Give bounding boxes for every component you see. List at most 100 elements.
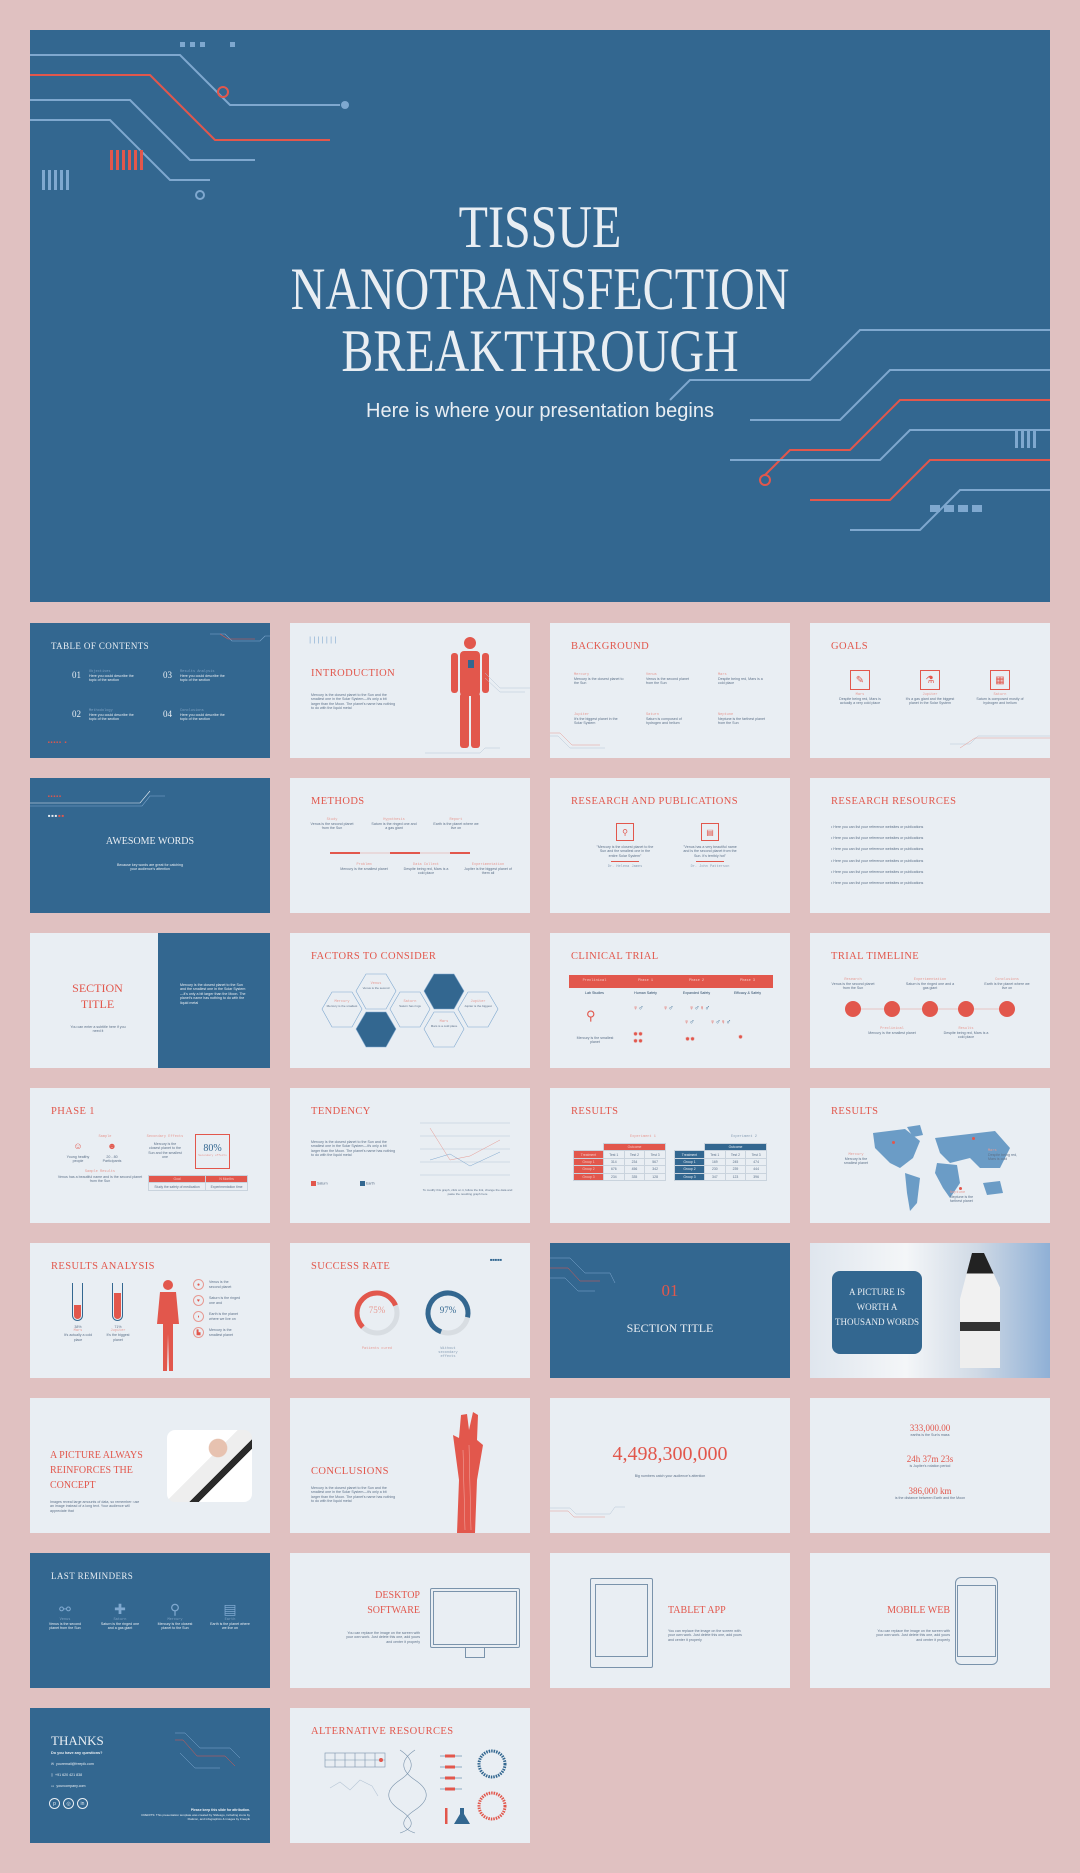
slide-introduction[interactable]: ||||||| INTRODUCTION Mercury is the clos… xyxy=(290,623,530,758)
phone-link[interactable]: ▯ +91 620 421 838 xyxy=(51,1773,83,1777)
phase-header: Preclinical Phase 1 Phase 2 Phase 3 xyxy=(569,975,773,988)
slide-trial-timeline[interactable]: TRIAL TIMELINE Research Venus is the seco… xyxy=(810,933,1050,1068)
slide-text: You can replace the image on the screen … xyxy=(876,1629,950,1642)
slide-phase-1[interactable]: PHASE 1 Sample ☺ ☻ Young healthy people … xyxy=(30,1088,270,1223)
resource-item[interactable]: • Here you can list your reference websi… xyxy=(831,847,924,852)
timeline-step: Experimentation Saturn is the ringed one … xyxy=(905,978,955,991)
method-step: Report Earth is the planet where we live … xyxy=(433,818,479,831)
document-icon: ▤ xyxy=(701,823,719,841)
goal-item: ▦ Saturn Saturn is composed mostly of hydr… xyxy=(975,670,1025,706)
experiment-2-table: Outcome Treatment Test 1 Test 2 Test 3 Grou… xyxy=(674,1142,768,1181)
squares-decoration: ■■■■■ xyxy=(490,1259,503,1263)
tablet-mockup xyxy=(590,1578,653,1668)
toc-heading: Methodology xyxy=(89,709,113,713)
slide-subtitle: You can enter a subtitle here if you nee… xyxy=(70,1025,126,1034)
slide-section-01[interactable]: 01 SECTION TITLE xyxy=(550,1243,790,1378)
timeline-nodes xyxy=(845,1001,1015,1017)
map-marker[interactable] xyxy=(892,1141,895,1144)
pinterest-icon[interactable]: p xyxy=(49,1798,60,1809)
virus-icons: ✹✹ xyxy=(685,1037,696,1043)
human-body-icon xyxy=(451,637,489,748)
slide-conclusions[interactable]: CONCLUSIONS Mercury is the closest plane… xyxy=(290,1398,530,1533)
slide-results-table[interactable]: RESULTS Experiment 1 Experiment 2 Outcom… xyxy=(550,1088,790,1223)
reminder-item: ▤ Earth Earth is the planet where we live … xyxy=(210,1601,250,1631)
reminder-item: ⚲ Mercury Mercury is the closest planet to… xyxy=(155,1601,195,1631)
goal-item: ⚗ Jupiter It's a gas giant and the biggest… xyxy=(905,670,955,706)
series-saturn xyxy=(429,1127,501,1161)
title-slide[interactable]: TISSUE NANOTRANSFECTION BREAKTHROUGH Her… xyxy=(30,30,1050,602)
map-marker[interactable] xyxy=(972,1137,975,1140)
resource-item[interactable]: • Here you can list your reference websi… xyxy=(831,836,924,841)
resource-item[interactable]: • Here you can list your reference websi… xyxy=(831,858,924,863)
slide-last-reminders[interactable]: LAST REMINDERS ⚯ Venus Venus is the second… xyxy=(30,1553,270,1688)
percent-box: 80% Secondary effects xyxy=(195,1134,230,1169)
test-tube-gauge xyxy=(112,1283,123,1321)
slide-research-publications[interactable]: RESEARCH AND PUBLICATIONS ⚲ "Mercury is t… xyxy=(550,778,790,913)
resource-item[interactable]: • Here you can list your reference websi… xyxy=(831,881,924,886)
instagram-icon[interactable]: ◎ xyxy=(63,1798,74,1809)
toc-number: 03 xyxy=(163,670,172,680)
timeline-step: Results Despite being red, Mars is a cold… xyxy=(943,1027,989,1040)
toc-item-objectives[interactable]: Objectives Here you could describe the to… xyxy=(89,670,139,683)
stat-item: 333,000.00 earths is the Sun's mass xyxy=(909,1423,951,1437)
quote-item: ▤ "Venus has a very beautiful name and is… xyxy=(680,823,740,869)
slide-goals[interactable]: GOALS ✎ Mars Despite being red, Mars is ac… xyxy=(810,623,1050,758)
slide-awesome-words[interactable]: ■■■■■ ■■■■■ AWESOME WORDS Because key wo… xyxy=(30,778,270,913)
chart-note: To modify this graph, click on it, follo… xyxy=(422,1188,513,1197)
slide-stats[interactable]: 333,000.00 earths is the Sun's mass 24h 3… xyxy=(810,1398,1050,1533)
slide-title: RESULTS xyxy=(571,1106,619,1117)
slide-alternative-resources[interactable]: ALTERNATIVE RESOURCES xyxy=(290,1708,530,1843)
background-item: Mercury Mercury is the closest planet to … xyxy=(574,673,624,686)
slide-tablet-app[interactable]: TABLET APP You can replace the image on … xyxy=(550,1553,790,1688)
method-step: Hypothesis Saturn is the ringed one and a… xyxy=(371,818,417,831)
slide-title: TRIAL TIMELINE xyxy=(831,951,920,962)
foot-icon: ▙ xyxy=(193,1327,204,1338)
slide-section-title[interactable]: SECTION TITLE You can enter a subtitle he… xyxy=(30,933,270,1068)
microscope-icon: ⚲ xyxy=(169,1601,181,1617)
organ-list: ● Venus is the second planet ♥ Saturn is t… xyxy=(193,1279,263,1338)
slide-picture-worth[interactable]: A PICTURE IS WORTH A THOUSAND WORDS xyxy=(810,1243,1050,1378)
slide-results-analysis[interactable]: RESULTS ANALYSIS 38% Mars It's actually a … xyxy=(30,1243,270,1378)
resource-item[interactable]: • Here you can list your reference websi… xyxy=(831,825,924,829)
slide-title: ALTERNATIVE RESOURCES xyxy=(311,1726,454,1737)
slide-desktop-software[interactable]: DESKTOP SOFTWARE You can replace the imag… xyxy=(290,1553,530,1688)
resource-item[interactable]: • Here you can list your reference websi… xyxy=(831,869,924,874)
email-link[interactable]: ✉ youremail@freepik.com xyxy=(51,1762,94,1766)
toc-item-methodology[interactable]: Methodology Here you could describe the t… xyxy=(89,709,139,722)
slide-text: You can replace the image on the screen … xyxy=(346,1631,420,1644)
chip-icon: ▦ xyxy=(990,670,1010,690)
linkedin-icon[interactable]: in xyxy=(77,1798,88,1809)
section-number: 01 xyxy=(661,1281,679,1300)
slide-thanks[interactable]: THANKS Do you have any questions? ✉ your… xyxy=(30,1708,270,1843)
progress-ring xyxy=(425,1290,471,1336)
factor-item: Saturn Saturn has rings xyxy=(399,1000,421,1008)
microscope-icon: ⚲ xyxy=(616,823,634,841)
toc-item-conclusions[interactable]: Conclusions Here you could describe the t… xyxy=(180,709,230,722)
sample-label: Sample xyxy=(98,1135,112,1139)
virus-icons: ✹ xyxy=(738,1035,744,1041)
slide-factors[interactable]: FACTORS TO CONSIDER Mercury Mercury is th… xyxy=(290,933,530,1068)
slide-methods[interactable]: METHODS Study Venus is the second planet … xyxy=(290,778,530,913)
microscope-photo xyxy=(960,1253,1000,1368)
map-marker[interactable] xyxy=(959,1187,962,1190)
slide-picture-concept[interactable]: A PICTURE ALWAYS REINFORCES THE CONCEPT … xyxy=(30,1398,270,1533)
question-text: Do you have any questions? xyxy=(51,1751,103,1755)
slide-research-resources[interactable]: RESEARCH RESOURCES • Here you can list y… xyxy=(810,778,1050,913)
slide-background[interactable]: BACKGROUND Mercury Mercury is the closest… xyxy=(550,623,790,758)
slide-results-map[interactable]: RESULTS Mercury Mercury is the smallest p… xyxy=(810,1088,1050,1223)
slide-clinical-trial[interactable]: CLINICAL TRIAL Preclinical Phase 1 Phase 2… xyxy=(550,933,790,1068)
slide-table-of-contents[interactable]: TABLE OF CONTENTS 01 Objectives Here you … xyxy=(30,623,270,758)
slide-title: TABLE OF CONTENTS xyxy=(51,641,150,651)
slide-tendency[interactable]: TENDENCY Mercury is the closest planet t… xyxy=(290,1088,530,1223)
toc-heading: Results Analysis xyxy=(180,670,215,674)
slide-mobile-web[interactable]: MOBILE WEB You can replace the image on … xyxy=(810,1553,1050,1688)
toc-item-results[interactable]: Results Analysis Here you could describe … xyxy=(180,670,230,683)
text-panel: Mercury is the closest planet to the Sun… xyxy=(158,933,270,1068)
website-link[interactable]: ▭ yourcompany.com xyxy=(51,1784,86,1788)
person-icon: ☻ xyxy=(107,1141,117,1151)
slide-success-rate[interactable]: SUCCESS RATE ■■■■■ 75% 97% Patients cure… xyxy=(290,1243,530,1378)
slide-big-number[interactable]: 4,498,300,000 Big numbers catch your aud… xyxy=(550,1398,790,1533)
slide-title: AWESOME WORDS xyxy=(105,836,195,847)
slide-text: Mercury is the closest planet to the Sun… xyxy=(311,1140,396,1158)
circuit-decoration xyxy=(210,633,270,642)
